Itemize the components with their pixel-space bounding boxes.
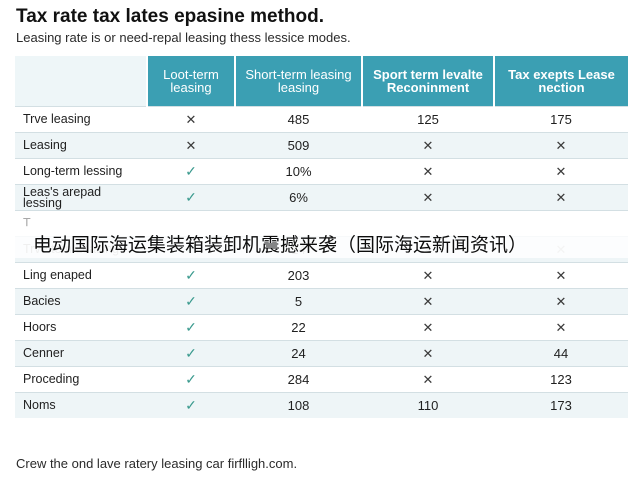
cross-icon: ✕ bbox=[555, 163, 567, 179]
row-label: Noms bbox=[15, 392, 147, 418]
table-cell-value: 485 bbox=[235, 106, 362, 133]
row-label: Bacies bbox=[15, 288, 147, 315]
table-cell-value: 203 bbox=[235, 262, 362, 289]
cross-icon: ✕ bbox=[555, 137, 567, 153]
table-row: Leasing ✕ 509 ✕ ✕ bbox=[15, 132, 628, 159]
table-cell-value: 22 bbox=[235, 314, 362, 341]
table-row: Long-term lessing ✓ 10% ✕ ✕ bbox=[15, 158, 628, 185]
page-footer: Crew the ond lave ratery leasing car fir… bbox=[16, 456, 298, 471]
table-cell-value: 6% bbox=[235, 184, 362, 211]
cross-icon: ✕ bbox=[555, 319, 567, 335]
check-icon: ✓ bbox=[185, 371, 197, 387]
table-cell: ✕ bbox=[362, 262, 494, 289]
column-header-short-term: Short-term leasing leasing bbox=[234, 56, 362, 107]
table-cell: ✕ bbox=[362, 158, 494, 185]
caption-overlay-band bbox=[0, 226, 640, 258]
table-cell: ✕ bbox=[494, 288, 628, 315]
cross-icon: ✕ bbox=[422, 189, 434, 205]
column-header-tax-exepts: Tax exepts Lease nection bbox=[493, 56, 628, 107]
table-cell: ✕ bbox=[147, 132, 235, 159]
overlay-caption: 电动国际海运集装箱装卸机震撼来袭（国际海运新闻资讯） bbox=[33, 234, 528, 256]
check-icon: ✓ bbox=[185, 163, 197, 179]
table-cell: ✕ bbox=[362, 314, 494, 341]
cross-icon: ✕ bbox=[422, 371, 434, 387]
check-icon: ✓ bbox=[185, 397, 197, 413]
column-header-corner bbox=[15, 56, 147, 107]
cross-icon: ✕ bbox=[422, 163, 434, 179]
table-row: Ling enaped ✓ 203 ✕ ✕ bbox=[15, 262, 628, 289]
row-label: Hoors bbox=[15, 314, 147, 341]
table-row: Leas's arepad lessing ✓ 6% ✕ ✕ bbox=[15, 184, 628, 211]
table-cell: ✓ bbox=[147, 158, 235, 185]
table-row: Hoors ✓ 22 ✕ ✕ bbox=[15, 314, 628, 341]
table-cell-value: 108 bbox=[235, 392, 362, 418]
cross-icon: ✕ bbox=[555, 267, 567, 283]
table-cell: ✕ bbox=[494, 132, 628, 159]
cross-icon: ✕ bbox=[422, 345, 434, 361]
row-label: Trve leasing bbox=[15, 106, 147, 133]
row-label: Ling enaped bbox=[15, 262, 147, 289]
table-cell: ✕ bbox=[362, 288, 494, 315]
table-row: Bacies ✓ 5 ✕ ✕ bbox=[15, 288, 628, 315]
table-cell: ✕ bbox=[362, 340, 494, 367]
cross-icon: ✕ bbox=[422, 137, 434, 153]
row-label: Cenner bbox=[15, 340, 147, 367]
table-cell: ✕ bbox=[362, 132, 494, 159]
table-cell-value: 10% bbox=[235, 158, 362, 185]
table-cell: ✕ bbox=[147, 106, 235, 133]
table-cell: ✕ bbox=[494, 314, 628, 341]
table-cell: ✓ bbox=[147, 366, 235, 393]
table-header-row: Loot-term leasing Short-term leasing lea… bbox=[15, 56, 628, 107]
check-icon: ✓ bbox=[185, 319, 197, 335]
table-body: Trve leasing ✕ 485 125 175 Leasing ✕ 509 ✕ ✕ Long-… bbox=[15, 106, 628, 418]
table-cell-value: 123 bbox=[494, 366, 628, 393]
table-cell: ✕ bbox=[362, 366, 494, 393]
table-cell: ✓ bbox=[147, 392, 235, 418]
cross-icon: ✕ bbox=[422, 293, 434, 309]
table-cell: ✕ bbox=[494, 184, 628, 211]
page-title: Tax rate tax lates epasine method. bbox=[16, 6, 324, 27]
cross-icon: ✕ bbox=[422, 267, 434, 283]
table-cell-value: 175 bbox=[494, 106, 628, 133]
table-cell-value: 509 bbox=[235, 132, 362, 159]
column-header-long-term: Loot-term leasing bbox=[146, 56, 235, 107]
table-cell: ✓ bbox=[147, 262, 235, 289]
table-cell: ✓ bbox=[147, 340, 235, 367]
check-icon: ✓ bbox=[185, 189, 197, 205]
cross-icon: ✕ bbox=[555, 293, 567, 309]
table-cell: ✓ bbox=[147, 288, 235, 315]
table-cell-value: 173 bbox=[494, 392, 628, 418]
leasing-table: Loot-term leasing Short-term leasing lea… bbox=[15, 56, 628, 418]
table-cell: ✕ bbox=[494, 158, 628, 185]
page-subtitle: Leasing rate is or need-repal leasing th… bbox=[16, 30, 351, 45]
table-cell-value: 5 bbox=[235, 288, 362, 315]
row-label: Leasing bbox=[15, 132, 147, 159]
cross-icon: ✕ bbox=[422, 319, 434, 335]
check-icon: ✓ bbox=[185, 345, 197, 361]
row-label: Long-term lessing bbox=[15, 158, 147, 185]
table-cell-value: 284 bbox=[235, 366, 362, 393]
table-row: Trve leasing ✕ 485 125 175 bbox=[15, 106, 628, 133]
cross-icon: ✕ bbox=[555, 189, 567, 205]
check-icon: ✓ bbox=[185, 267, 197, 283]
cross-icon: ✕ bbox=[185, 111, 197, 127]
row-label: Proceding bbox=[15, 366, 147, 393]
table-cell-value: 24 bbox=[235, 340, 362, 367]
table-cell: ✕ bbox=[494, 262, 628, 289]
cross-icon: ✕ bbox=[185, 137, 197, 153]
table-cell-value: 44 bbox=[494, 340, 628, 367]
table-cell-value: 110 bbox=[362, 392, 494, 418]
table-cell-value: 125 bbox=[362, 106, 494, 133]
column-header-sport-term: Sport term levalte Reconinment bbox=[361, 56, 494, 107]
check-icon: ✓ bbox=[185, 293, 197, 309]
table-row: Cenner ✓ 24 ✕ 44 bbox=[15, 340, 628, 367]
table-cell: ✕ bbox=[362, 184, 494, 211]
table-row: Noms ✓ 108 110 173 bbox=[15, 392, 628, 418]
table-cell: ✓ bbox=[147, 314, 235, 341]
row-label: Leas's arepad lessing bbox=[15, 184, 147, 211]
table-cell: ✓ bbox=[147, 184, 235, 211]
table-row: Proceding ✓ 284 ✕ 123 bbox=[15, 366, 628, 393]
